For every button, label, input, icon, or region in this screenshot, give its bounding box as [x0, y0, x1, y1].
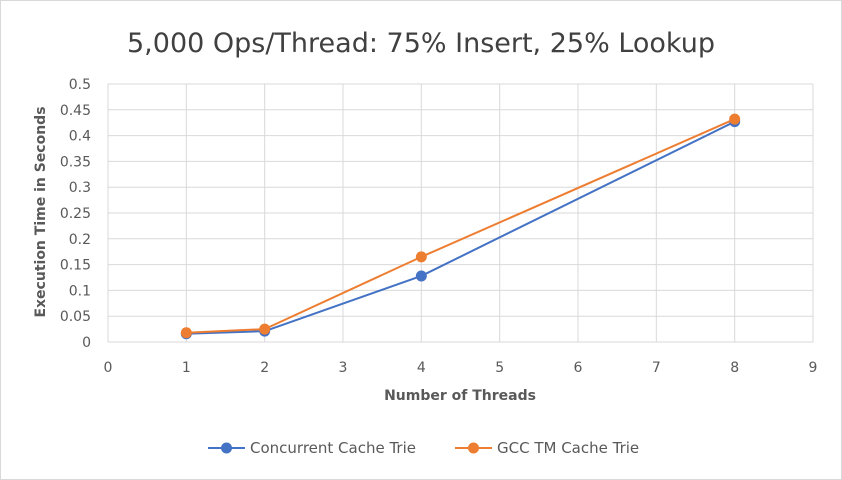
x-tick-label: 6	[574, 360, 583, 376]
x-tick-label: 4	[417, 360, 426, 376]
x-tick-label: 2	[260, 360, 269, 376]
y-tick-label: 0.15	[60, 258, 91, 274]
y-tick-labels: 0 0.05 0.1 0.15 0.2 0.25 0.3 0.35 0.4 0.45 0.5	[60, 77, 91, 351]
x-tick-label: 7	[652, 360, 661, 376]
legend-item: Concurrent Cache Trie	[208, 439, 416, 457]
x-axis-label: Number of Threads	[384, 388, 536, 404]
y-tick-label: 0	[82, 335, 91, 351]
y-tick-label: 0.5	[69, 77, 91, 93]
legend-item: GCC TM Cache Trie	[455, 439, 639, 457]
x-tick-labels: 0 1 2 3 4 5 6 7 8 9	[104, 360, 818, 376]
grid	[107, 83, 814, 343]
legend-label: Concurrent Cache Trie	[250, 439, 416, 457]
y-tick-label: 0.35	[60, 154, 91, 170]
y-tick-label: 0.05	[60, 309, 91, 325]
legend-marker	[221, 442, 232, 454]
data-point	[415, 251, 427, 263]
x-tick-label: 8	[730, 360, 739, 376]
y-axis-label: Execution Time in Seconds	[33, 106, 49, 317]
chart-title: 5,000 Ops/Thread: 75% Insert, 25% Lookup	[127, 28, 715, 59]
x-tick-label: 1	[182, 360, 191, 376]
series-line	[186, 120, 736, 335]
y-tick-label: 0.3	[69, 180, 91, 196]
y-tick-label: 0.4	[69, 129, 91, 145]
y-tick-label: 0.1	[69, 283, 91, 299]
y-tick-label: 0.25	[60, 206, 91, 222]
x-tick-label: 5	[495, 360, 504, 376]
legend: Concurrent Cache Trie GCC TM Cache Trie	[208, 439, 639, 457]
x-tick-label: 0	[104, 360, 113, 376]
data-point	[180, 327, 192, 339]
x-tick-label: 9	[809, 360, 818, 376]
y-tick-label: 0.2	[69, 232, 91, 248]
legend-marker	[468, 442, 479, 454]
y-tick-label: 0.45	[60, 103, 91, 119]
legend-label: GCC TM Cache Trie	[497, 439, 639, 457]
data-point	[729, 113, 741, 125]
data-point	[415, 270, 427, 282]
series-2	[180, 113, 741, 339]
x-tick-label: 3	[339, 360, 348, 376]
series-line	[186, 118, 736, 334]
data-point	[259, 323, 271, 335]
plot-series	[180, 113, 741, 340]
